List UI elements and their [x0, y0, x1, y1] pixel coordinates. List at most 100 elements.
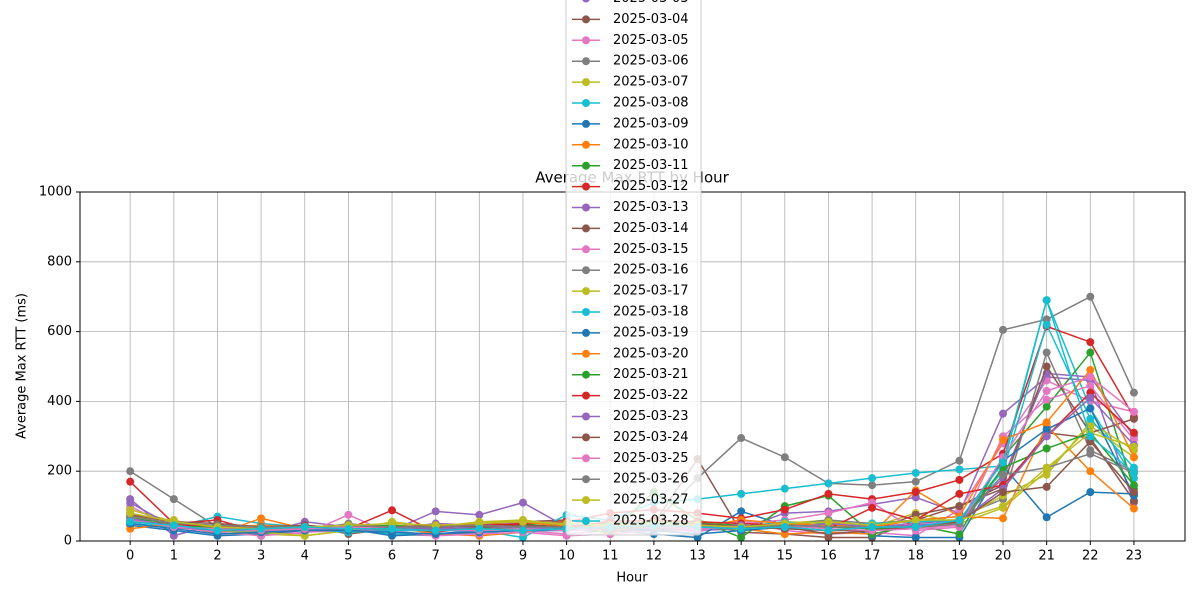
data-point — [737, 434, 746, 443]
legend-marker — [582, 78, 590, 87]
data-point — [1086, 432, 1095, 441]
data-point — [126, 498, 135, 507]
data-point — [911, 516, 920, 525]
data-point — [475, 510, 484, 519]
legend-marker — [582, 287, 590, 296]
data-point — [1042, 418, 1051, 427]
data-point — [126, 477, 135, 486]
data-point — [431, 507, 440, 516]
legend-marker — [582, 182, 590, 191]
data-point — [518, 526, 527, 535]
x-tick-label: 8 — [475, 549, 483, 564]
x-tick-label: 10 — [558, 549, 575, 564]
data-point — [1042, 386, 1051, 395]
data-point — [955, 465, 964, 474]
x-tick-label: 18 — [907, 549, 924, 564]
data-point — [1042, 362, 1051, 371]
legend-label: 2025-03-17 — [613, 284, 689, 299]
data-point — [169, 495, 178, 504]
legend-label: 2025-03-21 — [613, 367, 689, 382]
legend-frame — [565, 0, 702, 536]
data-point — [1086, 381, 1095, 390]
data-point — [1086, 365, 1095, 374]
y-tick-label: 1000 — [39, 185, 72, 200]
data-point — [1042, 482, 1051, 491]
legend-label: 2025-03-24 — [613, 430, 689, 445]
data-point — [1086, 449, 1095, 458]
data-point — [737, 524, 746, 533]
legend-marker — [582, 370, 590, 379]
data-point — [1086, 292, 1095, 301]
data-point — [1042, 296, 1051, 305]
legend-marker — [582, 328, 590, 337]
data-point — [1042, 463, 1051, 472]
legend-marker — [582, 391, 590, 400]
data-point — [868, 481, 877, 490]
data-point — [824, 489, 833, 498]
x-tick-label: 7 — [432, 549, 440, 564]
legend-label: 2025-03-08 — [613, 96, 689, 111]
data-point — [126, 467, 135, 476]
legend-marker — [582, 517, 590, 525]
data-point — [737, 489, 746, 498]
data-point — [1086, 348, 1095, 357]
data-point — [1086, 393, 1095, 402]
data-point — [213, 526, 222, 535]
data-point — [1129, 442, 1138, 451]
data-point — [999, 409, 1008, 418]
data-point — [868, 503, 877, 512]
y-tick-label: 800 — [47, 254, 72, 269]
data-point — [300, 523, 309, 532]
data-point — [431, 526, 440, 535]
y-tick-label: 400 — [47, 394, 72, 409]
data-point — [1042, 444, 1051, 453]
legend-marker — [582, 433, 590, 442]
data-point — [1086, 372, 1095, 381]
x-tick-label: 17 — [864, 549, 881, 564]
x-tick-label: 6 — [388, 549, 396, 564]
x-tick-label: 0 — [126, 549, 134, 564]
legend-label: 2025-03-13 — [613, 200, 689, 215]
legend-label: 2025-03-28 — [613, 514, 689, 529]
legend-label: 2025-03-09 — [613, 116, 689, 131]
legend-marker — [582, 349, 590, 358]
legend-label: 2025-03-19 — [613, 325, 689, 340]
legend-label: 2025-03-27 — [613, 493, 689, 508]
data-point — [1086, 414, 1095, 423]
x-tick-label: 12 — [646, 549, 663, 564]
data-point — [911, 488, 920, 497]
legend-label: 2025-03-16 — [613, 263, 689, 278]
data-point — [999, 458, 1008, 467]
data-point — [518, 498, 527, 507]
data-point — [344, 524, 353, 533]
legend-label: 2025-03-23 — [613, 409, 689, 424]
data-point — [999, 470, 1008, 479]
legend-label: 2025-03-26 — [613, 472, 689, 487]
data-point — [1042, 395, 1051, 404]
data-point — [1042, 470, 1051, 479]
data-point — [518, 517, 527, 526]
x-tick-label: 16 — [820, 549, 837, 564]
legend-label: 2025-03-20 — [613, 346, 689, 361]
data-point — [780, 523, 789, 532]
data-point — [257, 524, 266, 533]
data-point — [955, 475, 964, 484]
data-point — [911, 468, 920, 477]
data-point — [1042, 432, 1051, 441]
data-point — [1042, 425, 1051, 434]
data-point — [737, 533, 746, 542]
data-point — [824, 479, 833, 488]
x-tick-label: 9 — [519, 549, 527, 564]
legend-marker — [582, 99, 590, 107]
x-tick-label: 21 — [1038, 549, 1055, 564]
data-point — [1042, 402, 1051, 411]
data-point — [1042, 513, 1051, 522]
data-point — [911, 533, 920, 542]
data-point — [999, 502, 1008, 511]
legend-marker — [582, 245, 590, 254]
data-point — [1042, 348, 1051, 357]
legend-label: 2025-03-11 — [613, 158, 689, 173]
data-point — [955, 456, 964, 465]
